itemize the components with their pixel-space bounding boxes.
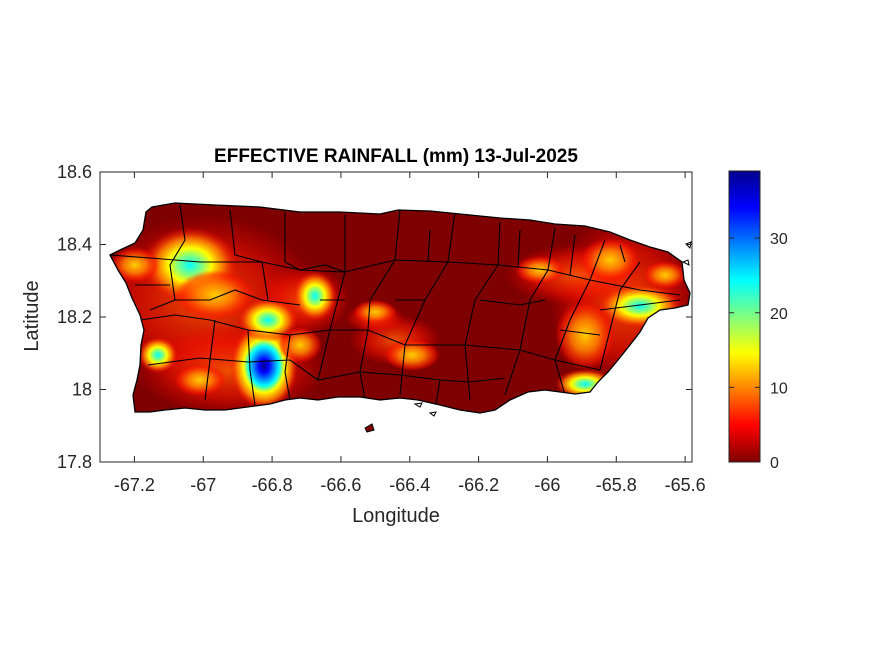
x-tick-label: -66.4 bbox=[389, 475, 430, 495]
y-axis-label: Latitude bbox=[21, 280, 43, 351]
y-tick-label: 18.2 bbox=[57, 307, 92, 327]
cell-east-2 bbox=[580, 238, 640, 282]
colorbar-ticks: 30 20 10 0 bbox=[729, 231, 788, 472]
rainfall-field bbox=[110, 203, 690, 413]
x-axis-label: Longitude bbox=[352, 505, 440, 527]
x-axis-ticks: -67.2 -67 -66.8 -66.6 -66.4 -66.2 -66 -65.8 -65.… bbox=[114, 172, 706, 495]
y-axis-ticks: 18.6 18.4 18.2 18 17.8 bbox=[57, 162, 692, 472]
cell-adjuntas bbox=[293, 271, 337, 321]
y-tick-label: 17.8 bbox=[57, 452, 92, 472]
cell-ne-coast bbox=[515, 256, 565, 284]
chart-title: EFFECTIVE RAINFALL (mm) 13-Jul-2025 bbox=[214, 146, 578, 167]
x-tick-label: -65.8 bbox=[596, 475, 637, 495]
x-tick-label: -66.2 bbox=[458, 475, 499, 495]
colorbar: 30 20 10 0 bbox=[728, 170, 788, 472]
colorbar-tick-label: 10 bbox=[770, 380, 788, 397]
x-tick-label: -67 bbox=[190, 475, 216, 495]
x-tick-label: -66.8 bbox=[252, 475, 293, 495]
x-tick-label: -67.2 bbox=[114, 475, 155, 495]
cell-cabo-rojo bbox=[138, 337, 178, 373]
colorbar-tick-label: 30 bbox=[770, 231, 788, 248]
cell-east-3 bbox=[643, 261, 687, 289]
x-tick-label: -66 bbox=[534, 475, 560, 495]
south-cays bbox=[413, 402, 437, 417]
cell-west-3 bbox=[175, 270, 255, 320]
cell-center bbox=[384, 339, 440, 371]
municipal-boundaries bbox=[110, 204, 681, 411]
x-tick-label: -65.6 bbox=[665, 475, 706, 495]
cell-north-center bbox=[353, 300, 397, 324]
cell-south-west-coast bbox=[174, 364, 226, 396]
y-tick-label: 18.4 bbox=[57, 235, 92, 255]
cell-center-south bbox=[278, 327, 322, 363]
y-tick-label: 18.6 bbox=[57, 162, 92, 182]
colorbar-tick-label: 20 bbox=[770, 306, 788, 323]
cell-east-4 bbox=[555, 300, 615, 370]
colorbar-tick-label: 0 bbox=[770, 455, 779, 472]
colorbar-gradient bbox=[728, 170, 761, 463]
y-tick-label: 18 bbox=[72, 380, 92, 400]
x-tick-label: -66.6 bbox=[320, 475, 361, 495]
caja-de-muertos bbox=[364, 423, 375, 433]
island-outline bbox=[109, 202, 691, 414]
